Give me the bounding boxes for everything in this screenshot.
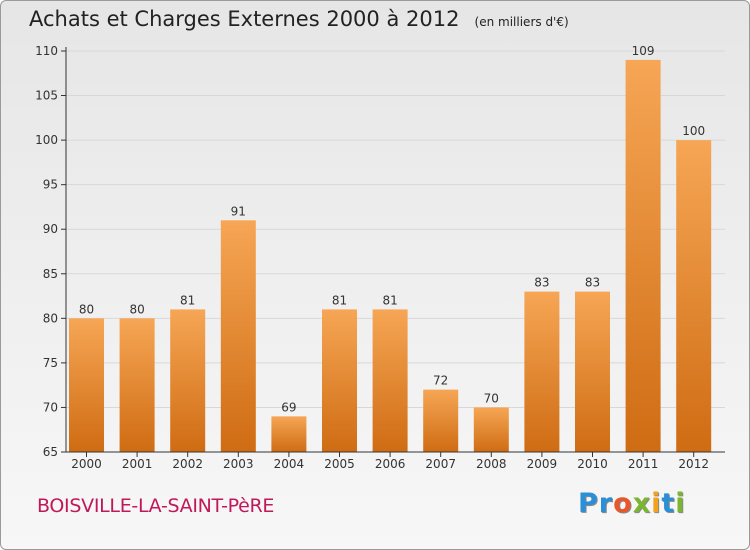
chart-title: Achats et Charges Externes 2000 à 2012 — [29, 7, 460, 31]
bars — [69, 59, 712, 453]
y-tick-label: 80 — [43, 311, 58, 325]
x-tick-label: 2000 — [71, 457, 102, 471]
bar — [575, 291, 610, 452]
bar — [473, 407, 509, 452]
bar — [119, 318, 155, 452]
title-row: Achats et Charges Externes 2000 à 2012 (… — [29, 7, 569, 31]
bar — [372, 309, 408, 452]
data-label: 72 — [433, 374, 448, 388]
data-label: 81 — [382, 293, 397, 307]
bar — [220, 220, 256, 452]
data-label: 81 — [180, 293, 195, 307]
axes — [61, 47, 725, 457]
x-tick-label: 2011 — [628, 457, 659, 471]
town-name: BOISVILLE-LA-SAINT-PèRE — [37, 495, 275, 517]
bar — [423, 389, 459, 452]
y-tick-label: 95 — [43, 178, 58, 192]
bar — [625, 59, 661, 453]
x-tick-label: 2003 — [223, 457, 254, 471]
logo-letter: o — [613, 488, 633, 519]
logo-letter: P — [578, 488, 599, 519]
data-label: 91 — [231, 204, 246, 218]
y-tick-label: 110 — [35, 44, 58, 58]
data-label: 80 — [79, 302, 94, 316]
bar — [69, 318, 104, 452]
chart-subtitle: (en milliers d'€) — [474, 15, 569, 29]
data-label: 83 — [534, 276, 549, 290]
data-label: 109 — [632, 44, 655, 58]
x-tick-label: 2009 — [527, 457, 558, 471]
x-tick-label: 2007 — [425, 457, 456, 471]
x-tick-label: 2006 — [375, 457, 406, 471]
data-label: 81 — [332, 293, 347, 307]
x-tick-label: 2005 — [324, 457, 355, 471]
data-label: 69 — [281, 400, 296, 414]
y-tick-label: 65 — [43, 445, 58, 459]
y-tick-label: 100 — [35, 133, 58, 147]
logo-letter: x — [632, 488, 652, 519]
data-label: 80 — [129, 302, 144, 316]
logo-letter: i — [651, 488, 662, 519]
bar — [271, 416, 307, 452]
data-label: 70 — [484, 391, 499, 405]
x-tick-label: 2002 — [172, 457, 203, 471]
data-label: 100 — [682, 124, 705, 138]
labels: 65 70 75 80 85 90 95 100 105 110 80 2000 80 2001 81 200… — [35, 44, 709, 471]
logo-letter: r — [598, 488, 614, 519]
bar — [322, 309, 357, 452]
bar — [170, 309, 206, 452]
x-tick-label: 2004 — [274, 457, 305, 471]
logo-letter: t — [661, 488, 676, 519]
proxiti-logo: Proxiti — [578, 488, 686, 519]
bar — [676, 140, 712, 452]
x-tick-label: 2012 — [678, 457, 709, 471]
y-tick-label: 90 — [43, 222, 58, 236]
x-tick-label: 2008 — [476, 457, 507, 471]
bar — [524, 291, 560, 452]
y-tick-label: 75 — [43, 356, 58, 370]
data-label: 83 — [585, 276, 600, 290]
y-tick-label: 70 — [43, 400, 58, 414]
x-tick-label: 2001 — [122, 457, 153, 471]
y-tick-label: 105 — [35, 89, 58, 103]
y-tick-label: 85 — [43, 267, 58, 281]
x-tick-label: 2010 — [577, 457, 608, 471]
logo-letter: i — [675, 488, 686, 519]
